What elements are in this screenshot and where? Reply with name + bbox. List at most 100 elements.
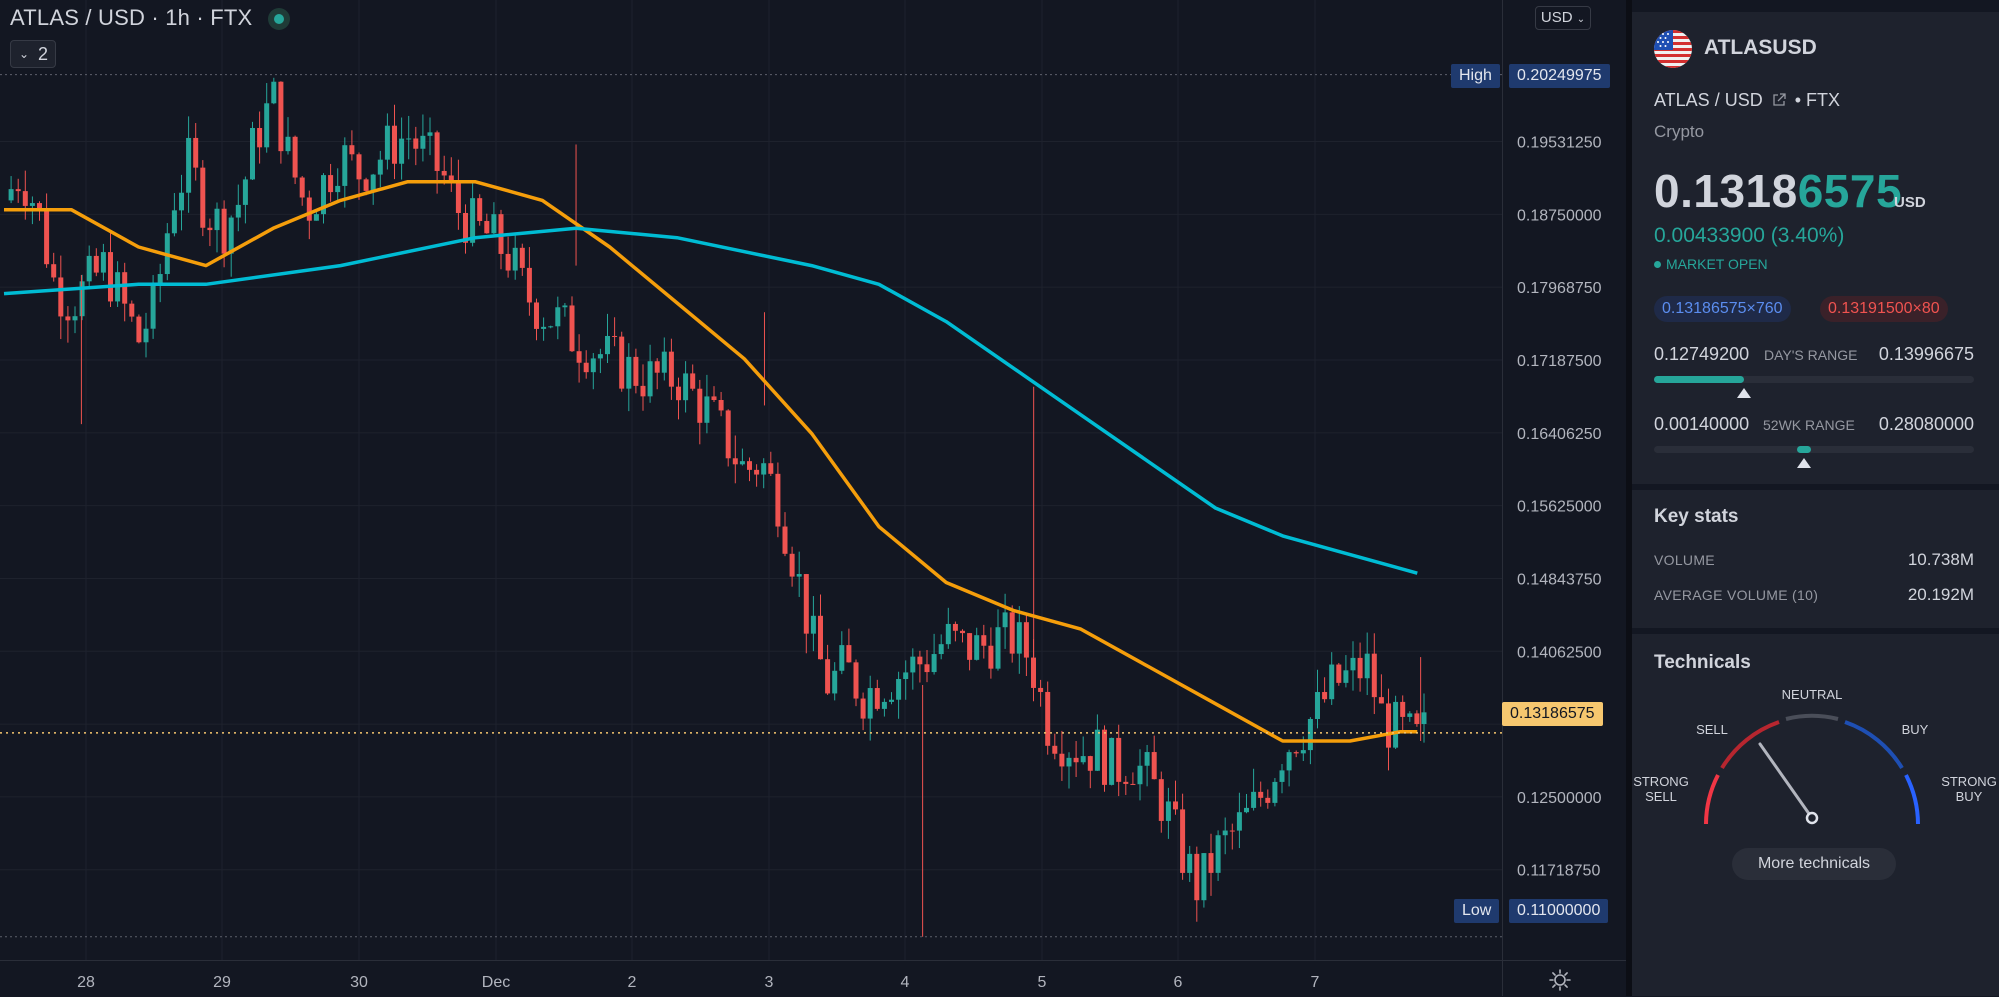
candle-body bbox=[1031, 657, 1036, 688]
52wk-range-low: 0.00140000 bbox=[1654, 414, 1750, 434]
candle-body bbox=[86, 255, 92, 282]
candle-body bbox=[1151, 752, 1157, 780]
candle-body bbox=[640, 385, 646, 397]
candle-body bbox=[143, 328, 149, 343]
gauge-strong-sell-label: STRONG SELL bbox=[1633, 774, 1689, 804]
chevron-down-icon: ⌄ bbox=[19, 47, 30, 61]
pair-link[interactable]: ATLAS / USD bbox=[1654, 90, 1763, 110]
candle-body bbox=[945, 623, 951, 645]
market-status: MARKET OPEN bbox=[1654, 256, 1768, 272]
candle-body bbox=[420, 135, 426, 149]
candle-body bbox=[881, 701, 887, 709]
candle-body bbox=[306, 197, 312, 221]
candle-body bbox=[1009, 612, 1015, 654]
candle-body bbox=[214, 208, 220, 231]
external-link-icon[interactable] bbox=[1772, 93, 1786, 107]
candle-body bbox=[974, 635, 980, 660]
market-status-dot-icon bbox=[268, 8, 290, 30]
price-currency: USD bbox=[1894, 194, 1926, 211]
high-label-tag: High bbox=[1451, 64, 1500, 88]
last-price-highlight: 6575 bbox=[1797, 165, 1903, 217]
candle-body bbox=[1080, 756, 1086, 763]
candle-body bbox=[775, 473, 781, 527]
candle-body bbox=[747, 461, 752, 470]
52wk-range-bar bbox=[1654, 446, 1974, 453]
candle-body bbox=[782, 526, 788, 554]
candle-body bbox=[193, 137, 199, 168]
candle-body bbox=[349, 145, 355, 155]
days-range-marker-icon bbox=[1736, 388, 1751, 398]
chart-pane[interactable]: ATLAS / USD · 1h · FTX ⌄ 2 bbox=[0, 0, 1502, 960]
candle-body bbox=[186, 137, 192, 193]
candle-body bbox=[1357, 657, 1363, 679]
bid-badge: 0.13186575×760 bbox=[1654, 296, 1791, 322]
price-tick-label: 0.15625000 bbox=[1517, 499, 1602, 516]
candle-body bbox=[278, 81, 284, 152]
candle-body bbox=[910, 656, 916, 673]
candle-body bbox=[534, 302, 539, 329]
candle-body bbox=[676, 386, 681, 401]
candle-body bbox=[1293, 752, 1299, 754]
candle-body bbox=[1201, 853, 1207, 901]
candle-body bbox=[1350, 657, 1356, 671]
candle-body bbox=[1393, 701, 1399, 748]
candle-body bbox=[590, 358, 596, 373]
candle-body bbox=[1414, 713, 1420, 724]
candle-body bbox=[257, 127, 263, 148]
candle-body bbox=[619, 336, 625, 389]
days-range-row: 0.12749200 DAY'S RANGE 0.13996675 bbox=[1654, 344, 1974, 365]
candle-body bbox=[1336, 664, 1342, 683]
last-price: 0.13186575 bbox=[1654, 164, 1902, 218]
candle-body bbox=[1386, 703, 1391, 748]
technicals-gauge[interactable] bbox=[1692, 704, 1932, 834]
candle-body bbox=[633, 356, 639, 386]
more-technicals-button[interactable]: More technicals bbox=[1732, 848, 1896, 880]
currency-select[interactable]: USD ⌄ bbox=[1535, 6, 1591, 30]
time-axis[interactable]: 28 29 30 Dec 2 3 4 5 6 7 bbox=[0, 960, 1502, 996]
price-tick-label: 0.18750000 bbox=[1517, 207, 1602, 224]
candle-body bbox=[399, 138, 405, 164]
symbol-name[interactable]: ATLASUSD bbox=[1704, 36, 1817, 59]
52wk-range-row: 0.00140000 52WK RANGE 0.28080000 bbox=[1654, 414, 1974, 435]
candle-body bbox=[136, 316, 142, 343]
candle-body bbox=[853, 662, 859, 699]
candle-body bbox=[1244, 807, 1249, 813]
last-price-main: 0.1318 bbox=[1654, 165, 1798, 217]
candle-body bbox=[455, 180, 461, 213]
candle-body bbox=[711, 396, 717, 400]
candle-body bbox=[1052, 745, 1058, 754]
candle-body bbox=[860, 698, 866, 719]
time-tick-label: Dec bbox=[482, 974, 510, 991]
indicators-collapse-button[interactable]: ⌄ 2 bbox=[10, 40, 56, 68]
moving-average-slow-line bbox=[3, 226, 1418, 575]
candle-body bbox=[65, 316, 71, 321]
candlestick-chart[interactable] bbox=[0, 0, 1502, 960]
time-tick-label: 5 bbox=[1038, 974, 1047, 991]
technicals-title[interactable]: Technicals bbox=[1654, 652, 1751, 673]
candle-body bbox=[548, 326, 554, 328]
stat-label: AVERAGE VOLUME (10) bbox=[1654, 587, 1819, 603]
time-axis-labels: 28 29 30 Dec 2 3 4 5 6 7 bbox=[77, 974, 1319, 991]
candle-body bbox=[668, 351, 674, 387]
candle-body bbox=[250, 127, 255, 180]
candle-body bbox=[29, 203, 35, 206]
candle-body bbox=[1038, 687, 1044, 692]
candle-body bbox=[718, 399, 724, 411]
price-scale[interactable]: 0.19531250 0.18750000 0.17968750 0.17187500… bbox=[1502, 0, 1626, 960]
candle-body bbox=[285, 136, 291, 152]
candle-body bbox=[1102, 729, 1107, 785]
gear-icon[interactable] bbox=[1548, 968, 1572, 992]
candle-body bbox=[825, 659, 831, 694]
candle-body bbox=[384, 125, 390, 160]
low-price-tag: 0.11000000 bbox=[1509, 899, 1609, 923]
candle-body bbox=[8, 189, 14, 201]
panel-resize-handle[interactable] bbox=[1626, 0, 1632, 996]
candle-body bbox=[1300, 750, 1306, 754]
current-price-tag: 0.13186575 bbox=[1502, 702, 1603, 726]
candle-body bbox=[704, 396, 710, 423]
candle-body bbox=[1016, 622, 1022, 654]
candle-body bbox=[413, 138, 419, 149]
candle-body bbox=[1343, 670, 1349, 683]
candle-body bbox=[761, 463, 767, 475]
candle-body bbox=[1066, 757, 1072, 767]
